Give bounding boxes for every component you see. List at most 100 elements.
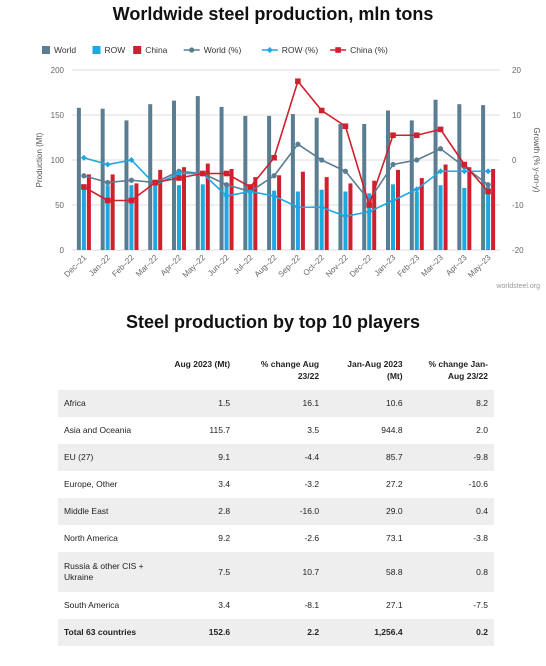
bar-world xyxy=(314,117,319,250)
table-row: Total 63 countries 152.6 2.2 1,256.4 0.2 xyxy=(58,619,494,646)
x-tick-label: Dec–22 xyxy=(348,253,374,279)
point-china-growth xyxy=(390,132,396,139)
header-jan-aug-2023: Jan-Aug 2023 (Mt) xyxy=(347,359,403,381)
point-world-growth xyxy=(414,157,420,163)
cell-pct-change-aug: 10.7 xyxy=(236,552,326,592)
bar-row xyxy=(295,191,300,250)
cell-region: Asia and Oceania xyxy=(64,425,132,435)
y2-tick-label: 20 xyxy=(512,66,521,75)
line-world-growth xyxy=(83,143,489,202)
point-row-growth xyxy=(176,170,182,177)
point-china-growth xyxy=(271,154,277,161)
x-tick-label: Oct–22 xyxy=(301,253,326,278)
cell-pct-change-aug: 16.1 xyxy=(236,390,326,417)
bar-row xyxy=(391,184,395,250)
bar-row xyxy=(105,185,110,250)
x-tick-label: Sep–22 xyxy=(276,253,302,279)
cell-pct-change-aug: -8.1 xyxy=(304,600,320,610)
cell-region: South America xyxy=(64,600,120,610)
point-world-growth xyxy=(271,173,277,179)
bar-row xyxy=(319,189,324,250)
bar-china xyxy=(229,169,234,250)
point-row-growth xyxy=(294,204,301,211)
y-tick-label: 50 xyxy=(55,201,64,210)
point-row-growth xyxy=(461,168,468,175)
point-china-growth xyxy=(485,188,491,195)
bar-row xyxy=(462,187,467,250)
x-tick-label: Jun–22 xyxy=(206,253,231,278)
cell-region: EU (27) xyxy=(58,444,168,471)
y-tick-label: 150 xyxy=(51,111,65,120)
point-world-growth xyxy=(342,168,349,174)
bar-world xyxy=(338,124,343,250)
bar-world xyxy=(409,120,414,251)
cell-aug-2023: 152.6 xyxy=(167,619,237,646)
point-china-growth xyxy=(247,184,254,190)
point-world-growth xyxy=(81,173,87,179)
cell-pct-change-aug: 2.2 xyxy=(236,619,326,646)
bar-world xyxy=(267,115,272,251)
steel-production-table: Aug 2023 (Mt) % change Aug 23/22 Jan-Aug… xyxy=(58,354,494,646)
point-row-growth xyxy=(247,188,254,195)
bar-row xyxy=(272,190,277,250)
x-tick-label: Feb–22 xyxy=(110,253,136,279)
bar-china xyxy=(253,177,258,250)
x-tick-label: May–23 xyxy=(466,253,493,280)
cell-aug-2023: 7.5 xyxy=(167,552,237,592)
bar-china xyxy=(467,167,472,250)
bar-row xyxy=(343,191,348,250)
cell-jan-aug-2023: 85.7 xyxy=(325,444,409,471)
line-row-growth xyxy=(83,156,489,218)
point-world-growth xyxy=(390,161,396,168)
cell-pct-change-jan-aug: -10.6 xyxy=(468,479,488,489)
point-world-growth xyxy=(105,179,111,186)
table-row: Russia & other CIS + Ukraine 7.5 10.7 58.8 0… xyxy=(58,552,494,592)
point-world-growth xyxy=(437,146,444,152)
bar-world xyxy=(124,120,129,251)
point-china-growth xyxy=(128,197,135,204)
x-tick-label: Dec–21 xyxy=(62,253,88,279)
bar-row xyxy=(129,185,134,250)
point-row-growth xyxy=(342,213,349,220)
bar-row xyxy=(486,187,491,250)
bar-china xyxy=(300,171,305,250)
point-world-growth xyxy=(319,157,325,163)
bar-china xyxy=(110,174,115,250)
cell-region: Europe, Other xyxy=(64,479,118,489)
x-tick-label: Nov–22 xyxy=(324,253,350,279)
legend-marker xyxy=(335,47,341,53)
bar-china xyxy=(277,175,282,250)
point-china-growth xyxy=(176,175,182,181)
point-china-growth xyxy=(437,126,444,133)
cell-pct-change-aug: 3.5 xyxy=(307,425,320,435)
x-tick-label: Jan–22 xyxy=(87,253,112,278)
bar-china xyxy=(396,169,400,250)
cell-pct-change-jan-aug: -9.8 xyxy=(408,444,494,471)
bar-row xyxy=(367,193,372,250)
point-row-growth xyxy=(366,208,373,215)
table-row: North America 9.2 -2.6 73.1 -3.8 xyxy=(58,525,494,552)
bar-row xyxy=(200,184,205,250)
point-row-growth xyxy=(271,193,278,199)
bar-world xyxy=(100,108,105,250)
bar-row xyxy=(177,185,181,250)
bar-row xyxy=(438,185,443,250)
cell-aug-2023: 115.7 xyxy=(209,425,231,435)
bar-china xyxy=(491,169,496,250)
legend-label: China (%) xyxy=(350,45,388,55)
table-body: Africa 1.5 16.1 10.6 8.2 Asia and Oceania 115.… xyxy=(58,390,494,646)
cell-region: Africa xyxy=(58,390,168,417)
point-china-growth xyxy=(223,170,230,177)
table-row: Europe, Other 3.4 -3.2 27.2 -10.6 xyxy=(58,471,494,498)
x-tick-label: Mar–23 xyxy=(419,253,445,279)
header-aug-2023: Aug 2023 (Mt) xyxy=(174,359,231,369)
cell-pct-change-jan-aug: -7.5 xyxy=(473,600,488,610)
legend-label: ROW (%) xyxy=(282,45,319,55)
cell-aug-2023: 9.2 xyxy=(218,533,231,543)
point-row-growth xyxy=(485,168,492,175)
cell-region: Middle East xyxy=(58,498,168,525)
legend-swatch-world xyxy=(42,46,50,54)
table-header-row: Aug 2023 (Mt) % change Aug 23/22 Jan-Aug… xyxy=(58,354,494,390)
point-world-growth xyxy=(128,177,135,183)
y-axis-label: Production (Mt) xyxy=(35,132,44,187)
